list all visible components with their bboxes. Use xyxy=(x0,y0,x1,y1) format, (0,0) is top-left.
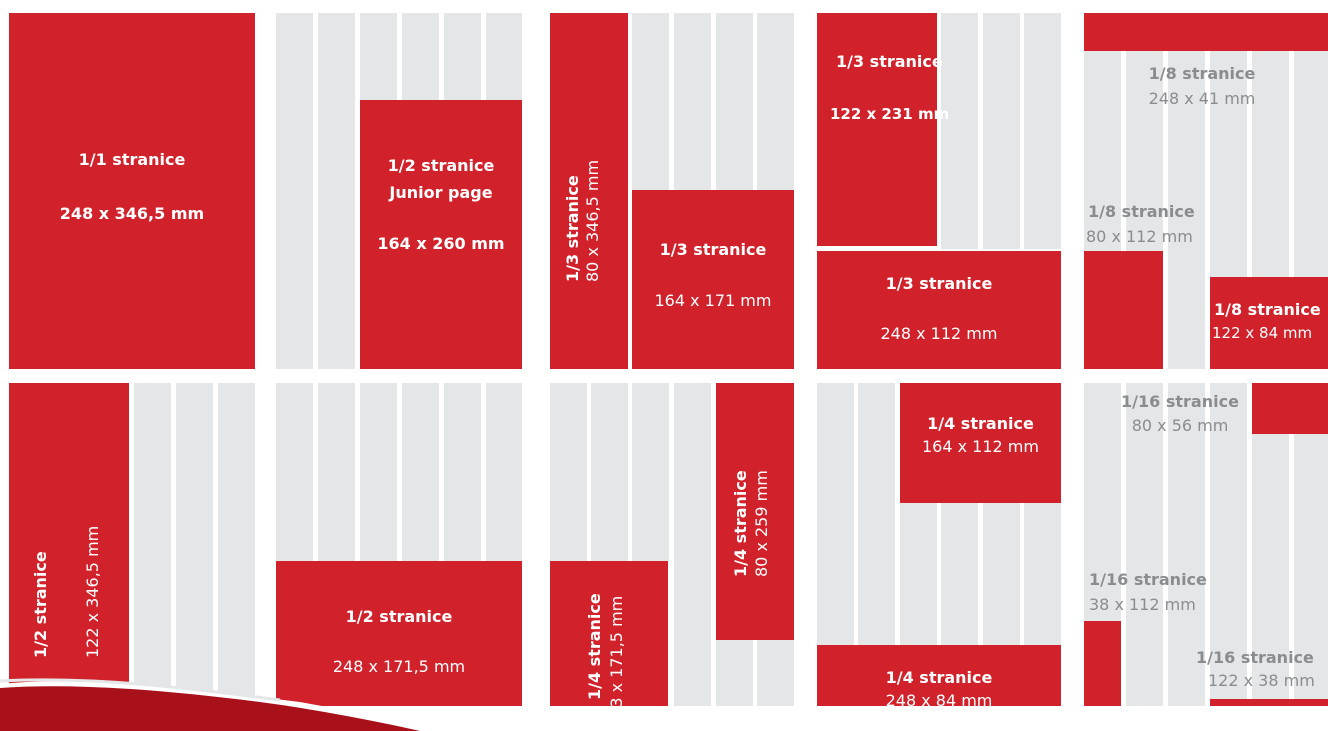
column-strip xyxy=(1210,383,1247,706)
ad-size-label: 1/3 stranice xyxy=(885,274,993,293)
column-strip xyxy=(318,383,355,561)
ad-dimensions-label-vertical: 80 x 259 mm xyxy=(752,470,771,577)
ad-sixteenth-top xyxy=(1252,383,1328,434)
column-strip xyxy=(716,640,753,706)
ad-sixteenth-left xyxy=(1084,621,1121,706)
ad-half-vertical xyxy=(9,383,129,698)
column-strip xyxy=(444,383,481,561)
column-strip xyxy=(134,383,171,706)
ad-dimensions-label: 122 x 84 mm xyxy=(1212,324,1313,342)
ad-third-top xyxy=(817,13,937,246)
ad-quarter-right xyxy=(716,383,794,640)
ad-dimensions-label: 38 x 112 mm xyxy=(1089,595,1196,614)
ad-quarter-left xyxy=(550,561,668,706)
column-strip xyxy=(858,383,895,645)
ad-third-bottom xyxy=(817,251,1061,369)
ad-size-label: 1/4 stranice xyxy=(885,668,993,687)
ad-dimensions-label: 164 x 112 mm xyxy=(922,437,1039,456)
column-strip xyxy=(1168,383,1205,706)
ad-dimensions-label-vertical: 123 x 171,5 mm xyxy=(607,595,626,728)
ad-eighth-top-strip xyxy=(1084,13,1328,51)
ad-size-label: 1/8 stranice xyxy=(1088,202,1195,221)
column-strip xyxy=(1024,13,1061,249)
column-strip xyxy=(900,503,937,645)
column-strip xyxy=(218,383,255,706)
ad-dimensions-label: 80 x 112 mm xyxy=(1086,227,1193,246)
ad-junior-page xyxy=(360,100,522,369)
ad-quarter-bottom xyxy=(817,645,1061,706)
column-strip xyxy=(983,13,1020,249)
ad-dimensions-label-vertical: 122 x 346,5 mm xyxy=(83,525,102,658)
column-strip xyxy=(486,383,522,561)
ad-dimensions-label: 164 x 260 mm xyxy=(377,234,505,253)
ad-size-label-vertical: 1/3 stranice xyxy=(563,175,582,282)
ad-eighth-left xyxy=(1084,251,1163,369)
column-strip xyxy=(757,640,794,706)
column-strip xyxy=(318,13,355,369)
ad-dimensions-label: 80 x 56 mm xyxy=(1131,416,1229,435)
column-strip xyxy=(402,383,439,561)
decorative-swoosh xyxy=(0,678,420,731)
ad-size-label: 1/16 stranice xyxy=(1121,392,1239,411)
ad-size-label: 1/8 stranice xyxy=(1214,300,1321,319)
ad-size-label: 1/16 stranice xyxy=(1196,648,1314,667)
ad-size-label: 1/4 stranice xyxy=(927,414,1034,433)
ad-half-horizontal xyxy=(276,561,522,706)
ad-size-label-vertical: 1/2 stranice xyxy=(31,551,50,658)
column-strip xyxy=(1168,13,1205,369)
ad-size-label: 1/3 stranice xyxy=(659,240,767,259)
column-strip xyxy=(1252,383,1289,706)
ad-dimensions-label: 248 x 112 mm xyxy=(880,324,998,343)
ad-size-label-vertical: 1/4 stranice xyxy=(731,470,750,577)
column-strip xyxy=(591,383,628,561)
ad-dimensions-label-vertical: 80 x 346,5 mm xyxy=(583,159,602,282)
column-strip xyxy=(632,383,669,561)
ad-sixteenth-right xyxy=(1210,699,1328,706)
ad-full-page xyxy=(9,13,255,369)
ad-eighth-right xyxy=(1210,277,1328,369)
column-strip xyxy=(360,383,397,561)
column-strip xyxy=(276,13,313,369)
ad-size-label: 1/2 stranice xyxy=(387,156,495,175)
ad-subtitle-label: Junior page xyxy=(389,183,493,202)
ad-dimensions-label: 248 x 84 mm xyxy=(885,691,993,710)
ad-dimensions-label: 248 x 171,5 mm xyxy=(332,657,466,676)
column-strip xyxy=(941,503,978,645)
ad-quarter-top xyxy=(900,383,1061,503)
column-strip xyxy=(1024,503,1061,645)
column-strip xyxy=(817,383,854,645)
ad-size-label: 1/2 stranice xyxy=(345,607,453,626)
ad-dimensions-label: 164 x 171 mm xyxy=(654,291,772,310)
ad-size-label: 1/3 stranice xyxy=(836,52,943,71)
column-strip xyxy=(1126,383,1163,706)
column-strip xyxy=(1294,383,1328,706)
ad-size-label: 1/8 stranice xyxy=(1148,64,1256,83)
column-strip xyxy=(176,383,213,706)
ad-dimensions-label: 122 x 231 mm xyxy=(830,105,950,123)
column-strip xyxy=(674,383,711,706)
column-strip xyxy=(276,383,313,561)
ad-size-label: 1/16 stranice xyxy=(1089,570,1207,589)
ad-size-label-vertical: 1/4 stranice xyxy=(585,593,604,700)
column-strip xyxy=(941,13,978,249)
ad-dimensions-label: 248 x 41 mm xyxy=(1148,89,1256,108)
ad-dimensions-label: 122 x 38 mm xyxy=(1208,671,1315,690)
ad-dimensions-label: 248 x 346,5 mm xyxy=(59,204,205,223)
column-strip xyxy=(550,383,587,561)
column-strip xyxy=(983,503,1020,645)
ad-third-vertical xyxy=(550,13,628,369)
ad-size-label: 1/1 stranice xyxy=(78,150,186,169)
ad-third-block xyxy=(632,190,794,369)
